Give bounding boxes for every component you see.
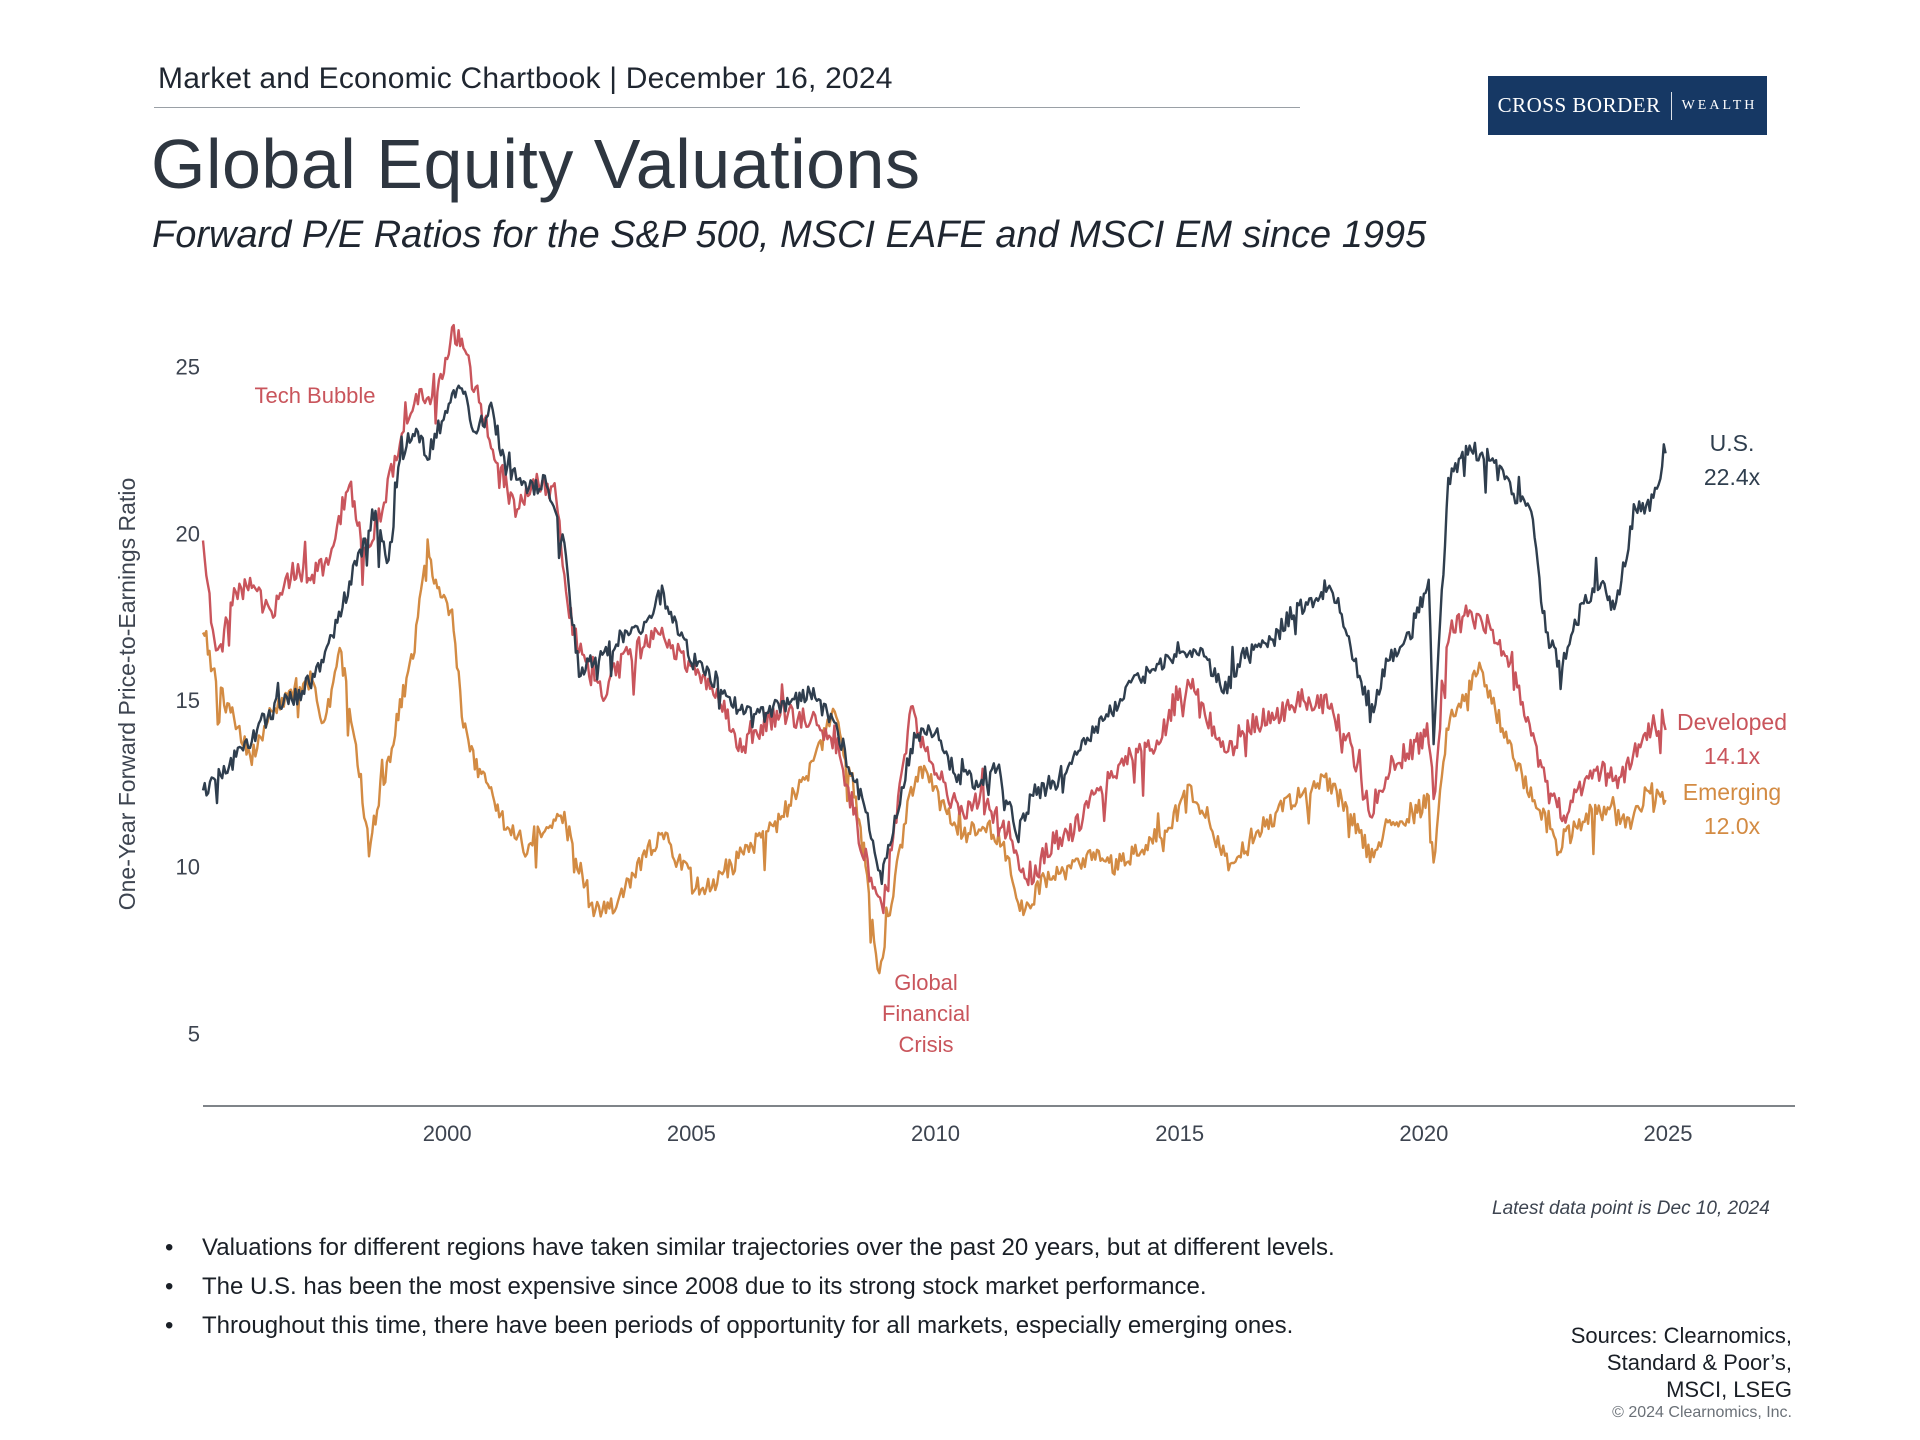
x-tick-label: 2025	[1644, 1121, 1693, 1146]
y-tick-label: 25	[176, 355, 200, 380]
sources-line: Sources: Clearnomics,	[1570, 1323, 1792, 1348]
y-tick-label: 15	[176, 688, 200, 713]
key-points-list: Valuations for different regions have ta…	[160, 1232, 1380, 1349]
annotation-gfc-line: Global	[894, 970, 958, 995]
y-tick-label: 5	[188, 1021, 200, 1046]
latest-data-note: Latest data point is Dec 10, 2024	[1492, 1198, 1770, 1219]
series-label-value: 14.1x	[1704, 743, 1761, 769]
series-line-us	[201, 384, 1667, 886]
page-title: Global Equity Valuations	[151, 125, 921, 203]
x-tick-label: 2015	[1155, 1121, 1204, 1146]
chartbook-header: Market and Economic Chartbook | December…	[158, 62, 893, 95]
brand-name: CROSS BORDER	[1497, 93, 1661, 117]
series-label-value: 12.0x	[1704, 813, 1761, 839]
bullet-item: The U.S. has been the most expensive sin…	[160, 1271, 1380, 1302]
y-axis-label: One-Year Forward Price-to-Earnings Ratio	[114, 478, 140, 911]
sources-line: Standard & Poor’s,	[1606, 1350, 1792, 1375]
page-subtitle: Forward P/E Ratios for the S&P 500, MSCI…	[152, 214, 1427, 256]
brand-tag: WEALTH	[1681, 97, 1758, 113]
brand-logo: CROSS BORDER WEALTH	[1488, 76, 1767, 135]
x-tick-label: 2010	[911, 1121, 960, 1146]
bullet-item: Throughout this time, there have been pe…	[160, 1310, 1380, 1341]
annotation-gfc-line: Crisis	[899, 1032, 954, 1057]
sources-note: Sources: Clearnomics, Standard & Poor’s,…	[1571, 1322, 1792, 1403]
x-tick-label: 2000	[423, 1121, 472, 1146]
copyright-note: © 2024 Clearnomics, Inc.	[1612, 1404, 1792, 1421]
series-label-value: 22.4x	[1704, 464, 1761, 490]
bullet-item: Valuations for different regions have ta…	[160, 1232, 1380, 1263]
annotation-tech-bubble: Tech Bubble	[254, 383, 375, 408]
series-label-name: Developed	[1677, 709, 1787, 735]
brand-separator	[1670, 91, 1672, 120]
sources-line: MSCI, LSEG	[1666, 1377, 1792, 1402]
series-label-name: Emerging	[1683, 779, 1781, 805]
series-label-name: U.S.	[1710, 430, 1755, 456]
y-tick-label: 20	[176, 521, 200, 546]
x-tick-label: 2005	[667, 1121, 716, 1146]
series-line-developed	[201, 323, 1667, 915]
header-rule	[154, 107, 1300, 108]
y-tick-label: 10	[176, 855, 200, 880]
series-line-emerging	[201, 538, 1667, 975]
x-tick-label: 2020	[1399, 1121, 1448, 1146]
annotation-gfc-line: Financial	[882, 1001, 970, 1026]
